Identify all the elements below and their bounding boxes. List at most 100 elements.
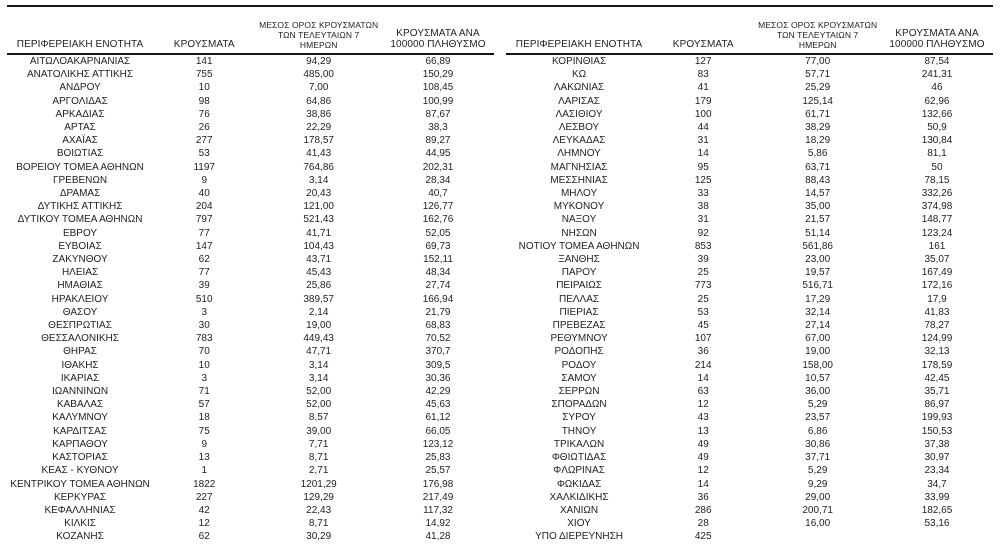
avg7-cell: 8,71 xyxy=(308,452,329,464)
region-cell: ΗΜΑΘΙΑΣ xyxy=(57,280,103,292)
region-cell: ΚΑΣΤΟΡΙΑΣ xyxy=(52,452,108,464)
table-row: ΤΗΝΟΥ 13 6,86 150,53 xyxy=(506,425,993,438)
region-cell: ΚΙΛΚΙΣ xyxy=(64,518,96,530)
table-row: ΓΡΕΒΕΝΩΝ 9 3,14 28,34 xyxy=(7,174,494,187)
table-row: ΗΛΕΙΑΣ 77 45,43 48,34 xyxy=(7,266,494,279)
per100k-cell: 50 xyxy=(931,161,943,173)
table-row: ΛΑΡΙΣΑΣ 179 125,14 62,96 xyxy=(506,95,993,108)
cases-cell: 49 xyxy=(697,452,709,464)
table-row: ΡΟΔΟΥ 214 158,00 178,59 xyxy=(506,359,993,372)
region-cell: ΕΒΡΟΥ xyxy=(62,227,98,239)
header-row: ΠΕΡΙΦΕΡΕΙΑΚΗ ΕΝΟΤΗΤΑ ΚΡΟΥΣΜΑΤΑ ΜΕΣΟΣ ΟΡΟ… xyxy=(7,7,494,55)
avg7-cell: 43,71 xyxy=(306,254,332,266)
avg7-cell: 77,00 xyxy=(805,56,831,67)
per100k-cell: 182,65 xyxy=(921,504,953,516)
cases-cell: 26 xyxy=(198,122,210,134)
per100k-cell: 178,59 xyxy=(921,359,953,371)
cases-cell: 95 xyxy=(697,161,709,173)
cases-cell: 36 xyxy=(697,491,709,503)
avg7-cell: 104,43 xyxy=(303,240,334,252)
cases-cell: 277 xyxy=(195,135,213,147)
cases-cell: 3 xyxy=(201,306,207,318)
per100k-cell: 48,34 xyxy=(425,267,451,279)
column-header-cases: ΚΡΟΥΣΜΑΤΑ xyxy=(652,7,755,55)
avg7-cell: 35,00 xyxy=(805,201,831,213)
table-row: ΙΚΑΡΙΑΣ 3 3,14 30,36 xyxy=(7,372,494,385)
table-row: ΙΘΑΚΗΣ 10 3,14 309,5 xyxy=(7,359,494,372)
per100k-cell: 68,83 xyxy=(425,320,451,332)
avg7-cell: 37,71 xyxy=(805,452,831,464)
table-header-right: ΠΕΡΙΦΕΡΕΙΑΚΗ ΕΝΟΤΗΤΑ ΚΡΟΥΣΜΑΤΑ ΜΕΣΟΣ ΟΡΟ… xyxy=(506,7,993,55)
per100k-cell: 41,83 xyxy=(924,306,950,318)
region-cell: ΛΑΚΩΝΙΑΣ xyxy=(553,82,605,94)
table-row: ΧΑΝΙΩΝ 286 200,71 182,65 xyxy=(506,504,993,517)
region-cell: ΦΩΚΙΔΑΣ xyxy=(556,478,602,490)
region-cell: ΧΑΛΚΙΔΙΚΗΣ xyxy=(549,491,609,503)
table-row: ΚΟΖΑΝΗΣ 62 30,29 41,28 xyxy=(7,530,494,544)
cases-cell: 40 xyxy=(198,188,210,200)
cases-cell: 179 xyxy=(694,95,712,107)
per100k-cell: 150,53 xyxy=(921,425,953,437)
cases-cell: 1197 xyxy=(193,161,215,173)
table-row: ΑΡΤΑΣ 26 22,29 38,3 xyxy=(7,121,494,134)
table-row: ΛΕΥΚΑΔΑΣ 31 18,29 130,84 xyxy=(506,134,993,147)
avg7-cell: 764,86 xyxy=(303,161,334,173)
avg7-cell: 88,43 xyxy=(805,174,831,186)
region-cell: ΠΑΡΟΥ xyxy=(561,267,597,279)
table-row: ΔΥΤΙΚΟΥ ΤΟΜΕΑ ΑΘΗΝΩΝ 797 521,43 162,76 xyxy=(7,213,494,226)
table-row: ΑΝΔΡΟΥ 10 7,00 108,45 xyxy=(7,81,494,94)
region-cell: ΛΑΡΙΣΑΣ xyxy=(558,95,600,107)
avg7-cell: 52,00 xyxy=(306,386,332,398)
per100k-cell: 148,77 xyxy=(921,214,953,226)
table-row: ΚΑΡΔΙΤΣΑΣ 75 39,00 66,05 xyxy=(7,425,494,438)
cases-cell: 43 xyxy=(697,412,709,424)
region-cell: ΡΟΔΟΠΗΣ xyxy=(554,346,604,358)
region-cell: ΜΥΚΟΝΟΥ xyxy=(553,201,605,213)
table-row: ΠΕΛΛΑΣ 25 17,29 17,9 xyxy=(506,293,993,306)
table-row: ΛΑΚΩΝΙΑΣ 41 25,29 46 xyxy=(506,81,993,94)
avg7-cell: 178,57 xyxy=(303,135,334,147)
per100k-cell: 17,9 xyxy=(927,293,947,305)
region-cell: ΔΡΑΜΑΣ xyxy=(59,188,101,200)
cases-cell: 49 xyxy=(697,438,709,450)
table-row: ΖΑΚΥΝΘΟΥ 62 43,71 152,11 xyxy=(7,253,494,266)
per100k-cell: 167,49 xyxy=(921,267,953,279)
avg7-cell: 485,00 xyxy=(303,69,334,81)
region-cell: ΑΝΑΤΟΛΙΚΗΣ ΑΤΤΙΚΗΣ xyxy=(26,69,134,81)
avg7-cell: 121,00 xyxy=(303,201,334,213)
region-cell: ΝΗΣΩΝ xyxy=(561,227,597,239)
region-cell: ΛΑΣΙΘΙΟΥ xyxy=(555,108,603,120)
cases-cell: 30 xyxy=(198,320,210,332)
region-cell: ΚΑΡΠΑΘΟΥ xyxy=(52,438,108,450)
region-cell: ΤΗΝΟΥ xyxy=(561,425,597,437)
table-body-left: ΑΙΤΩΛΟΑΚΑΡΝΑΝΙΑΣ 141 94,29 66,89 ΑΝΑΤΟΛΙΚΗΣ … xyxy=(7,54,494,544)
cases-cell: 38 xyxy=(697,201,709,213)
per100k-cell: 52,05 xyxy=(425,227,451,239)
region-cell: ΘΕΣΠΡΩΤΙΑΣ xyxy=(48,320,112,332)
cases-cell: 77 xyxy=(198,227,210,239)
avg7-cell: 8,57 xyxy=(308,412,329,424)
cases-cell: 14 xyxy=(697,478,709,490)
region-cell: ΗΡΑΚΛΕΙΟΥ xyxy=(51,293,109,305)
per100k-cell: 87,54 xyxy=(924,56,950,67)
per100k-cell: 217,49 xyxy=(422,491,454,503)
per100k-cell: 14,92 xyxy=(425,518,451,530)
per100k-cell: 150,29 xyxy=(422,69,454,81)
per100k-cell: 70,52 xyxy=(425,333,451,345)
cases-cell: 141 xyxy=(195,56,213,67)
cases-cell: 100 xyxy=(694,108,712,120)
cases-cell: 31 xyxy=(697,135,709,147)
cases-cell: 76 xyxy=(198,108,210,120)
region-cell: ΠΕΛΛΑΣ xyxy=(558,293,600,305)
per100k-cell: 130,84 xyxy=(921,135,953,147)
avg7-cell: 1201,29 xyxy=(300,478,337,490)
cases-cell: 75 xyxy=(198,425,210,437)
avg7-cell: 2,14 xyxy=(308,306,329,318)
per100k-cell: 21,79 xyxy=(425,306,451,318)
table-row: ΚΑΣΤΟΡΙΑΣ 13 8,71 25,83 xyxy=(7,451,494,464)
cases-cell: 77 xyxy=(198,267,210,279)
avg7-cell: 39,00 xyxy=(306,425,332,437)
cases-cell: 14 xyxy=(697,372,709,384)
table-row: ΠΙΕΡΙΑΣ 53 32,14 41,83 xyxy=(506,306,993,319)
avg7-cell: 5,29 xyxy=(807,399,828,411)
